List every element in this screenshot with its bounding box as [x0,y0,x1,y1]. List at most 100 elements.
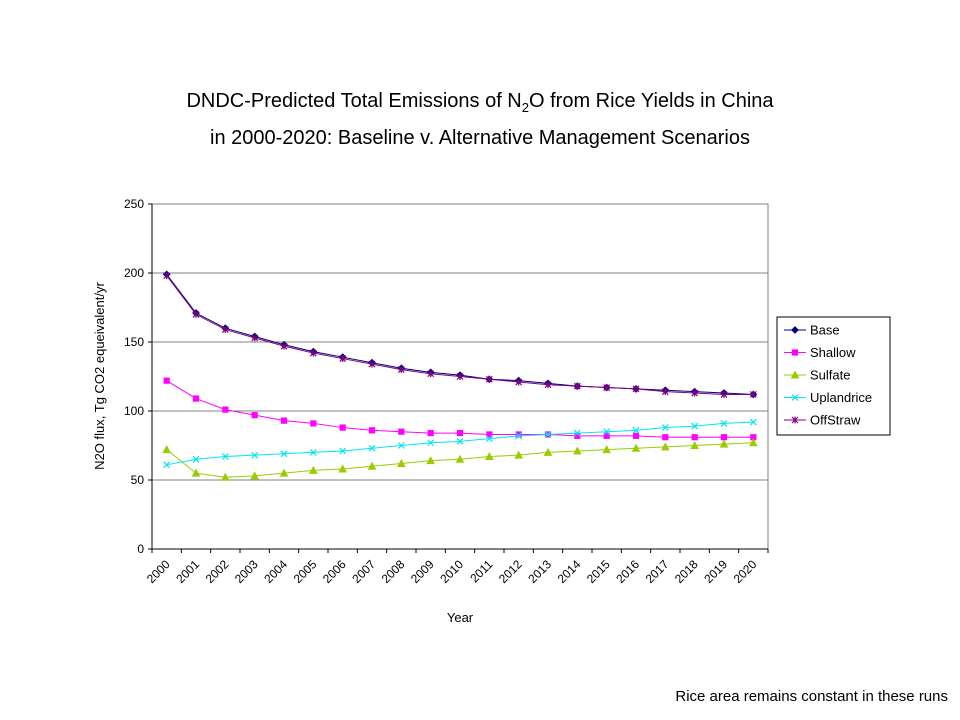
data-point-uplandrice [603,428,611,436]
data-point-shallow [515,431,522,438]
y-tick-label: 100 [124,404,144,418]
data-point-sulfate [543,447,553,456]
series-shallow [163,377,757,441]
legend: Base Shallow Sulfate Uplandrice OffStraw [776,316,891,436]
series-group [162,270,758,481]
x-tick-label: 2004 [261,557,290,586]
data-point-offstraw [427,370,435,378]
data-point-offstraw [397,366,405,374]
data-point-shallow [632,432,640,439]
x-tick-label: 2014 [555,557,584,586]
legend-label-sulfate: Sulfate [810,368,850,383]
data-point-uplandrice [632,426,640,434]
data-point-uplandrice [397,442,405,449]
data-point-shallow [603,432,610,439]
legend-marker-base [791,326,799,334]
data-point-shallow [486,431,493,438]
data-point-shallow [251,412,258,419]
data-point-offstraw [573,382,581,390]
x-tick-label: 2020 [731,557,760,586]
legend-marker-shallow [791,349,799,356]
data-point-shallow [368,427,376,434]
data-point-offstraw [544,381,552,389]
x-tick-label: 2003 [232,557,261,586]
data-point-shallow [691,434,698,441]
data-point-uplandrice [456,437,464,445]
x-tick-label: 2013 [525,557,554,586]
data-point-uplandrice [339,447,347,455]
data-point-offstraw [720,390,728,398]
legend-label-uplandrice: Uplandrice [810,390,872,405]
data-point-sulfate [162,445,172,454]
legend-marker-uplandrice [791,394,799,401]
data-point-sulfate [396,458,406,467]
data-point-uplandrice [192,455,200,463]
data-point-offstraw [632,385,640,393]
data-point-uplandrice [280,450,288,458]
data-point-offstraw [485,375,493,383]
data-point-shallow [310,420,317,427]
footnote: Rice area remains constant in these runs [675,688,948,705]
data-point-shallow [662,434,669,441]
data-point-offstraw [456,373,464,380]
x-tick-label: 2009 [408,557,437,586]
y-tick-label: 50 [131,473,145,487]
x-tick-label: 2001 [173,557,202,586]
data-point-sulfate [191,468,201,477]
x-axis: 2000 2001 2002 2003 2004 2005 2006 2007 2008 2009… [144,548,769,586]
title-text-part: O from Rice Yields in China [528,90,774,112]
x-tick-label: 2005 [291,557,320,586]
data-point-sulfate [484,451,494,461]
series-sulfate [162,438,758,481]
data-point-offstraw [309,349,317,357]
x-tick-label: 2015 [584,557,613,586]
data-point-uplandrice [749,418,757,426]
data-point-uplandrice [720,419,728,427]
data-point-uplandrice [544,431,552,438]
data-point-sulfate [338,464,348,473]
x-tick-label: 2000 [144,557,173,586]
data-point-offstraw [749,390,757,398]
data-point-sulfate [220,472,230,481]
data-point-shallow [427,429,434,437]
y-tick-label: 150 [124,335,144,349]
data-point-shallow [456,429,464,437]
x-tick-label: 2018 [672,557,701,586]
series-uplandrice [163,418,757,469]
y-tick-label: 0 [137,542,144,556]
data-point-offstraw [339,355,347,363]
legend-label-base: Base [810,323,840,338]
y-tick-label: 250 [124,197,144,211]
x-tick-label: 2006 [320,557,349,586]
x-tick-label: 2010 [437,557,466,586]
data-point-sulfate [426,456,436,465]
data-point-shallow [339,424,346,431]
title-subscript: 2 [521,100,529,115]
x-tick-label: 2016 [613,557,642,586]
x-axis-title: Year [447,610,474,625]
data-point-uplandrice [427,439,435,447]
x-tick-label: 2007 [349,557,378,586]
legend-label-shallow: Shallow [810,345,856,360]
data-point-offstraw [251,334,259,342]
x-tick-label: 2002 [203,557,232,586]
data-point-offstraw [163,272,171,280]
data-point-uplandrice [221,453,229,460]
data-point-sulfate [308,465,318,474]
data-point-sulfate [572,446,582,455]
data-point-offstraw [368,360,376,368]
data-point-sulfate [748,438,758,447]
data-point-uplandrice [691,422,699,430]
y-tick-label: 200 [124,266,144,280]
legend-marker-sulfate [790,370,800,379]
data-point-sulfate [279,468,289,477]
data-point-sulfate [455,454,465,463]
data-point-uplandrice [163,461,171,469]
data-point-sulfate [514,450,524,459]
y-axis-title: N2O flux, Tg CO2 equeivalent/yr [92,282,107,470]
x-tick-label: 2011 [467,557,495,585]
data-point-offstraw [192,310,200,318]
title-text-part: DNDC-Predicted Total Emissions of N [186,90,522,112]
data-point-uplandrice [661,424,669,431]
